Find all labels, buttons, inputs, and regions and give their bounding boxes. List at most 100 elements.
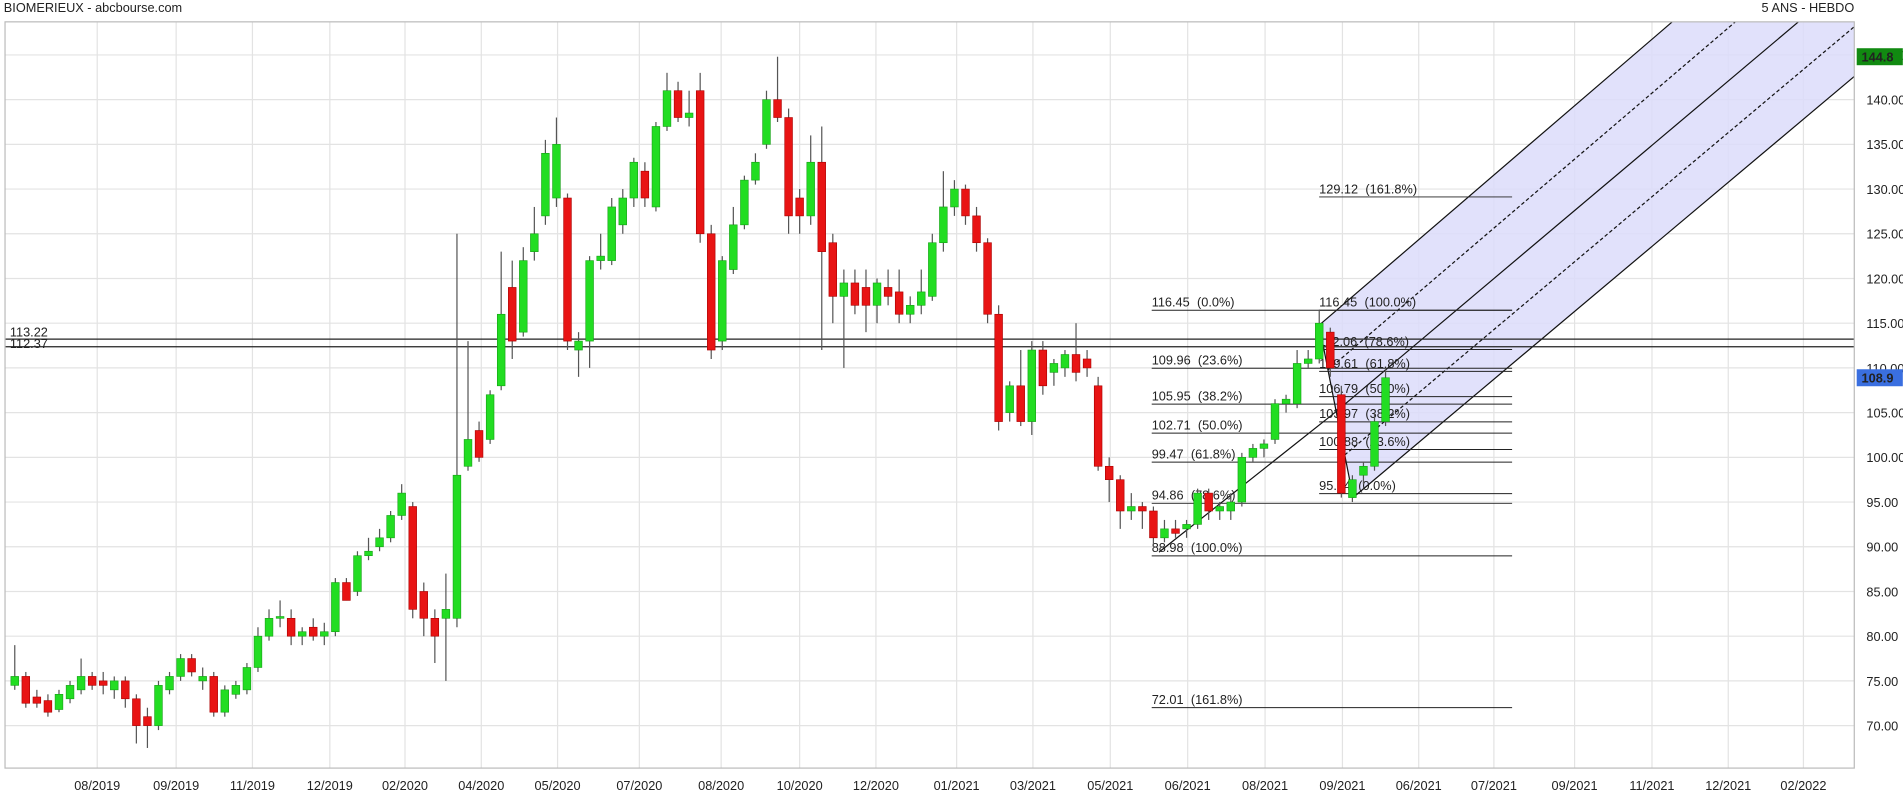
- x-tick-label: 08/2021: [1242, 778, 1288, 793]
- candle-body: [176, 658, 185, 677]
- fib-label: 94.86 (78.6%): [1152, 488, 1236, 503]
- candle-body: [198, 676, 207, 682]
- y-tick-label: 100.00: [1866, 450, 1903, 465]
- level-label: 112.37: [10, 336, 48, 351]
- candle-body: [673, 90, 683, 118]
- fib-label: 102.71 (50.0%): [1152, 417, 1243, 432]
- candle-body: [994, 313, 1003, 422]
- candle-body: [1237, 457, 1247, 503]
- candle-body: [1370, 421, 1379, 467]
- candle-body: [309, 626, 318, 637]
- candle-body: [408, 506, 417, 610]
- x-tick-label: 09/2019: [153, 778, 199, 793]
- candle-body: [563, 197, 572, 342]
- candle-body: [1182, 524, 1191, 530]
- candle-body: [894, 291, 904, 315]
- candle-body: [1038, 349, 1048, 387]
- last-marker-label: 108.9: [1862, 371, 1894, 386]
- candle-body: [132, 698, 141, 726]
- candle-body: [1259, 443, 1269, 449]
- candle-body: [1315, 322, 1324, 360]
- pitchfork: [1158, 21, 1855, 553]
- candle-body: [662, 90, 672, 127]
- candle-body: [220, 689, 229, 713]
- chart-subtitle: 5 ANS - HEBDO: [1762, 0, 1855, 15]
- candle-body: [773, 99, 782, 118]
- candle-body: [474, 430, 484, 458]
- candle-body: [1204, 492, 1213, 512]
- candle-body: [463, 439, 473, 467]
- candle-body: [87, 676, 97, 686]
- candle-body: [121, 680, 130, 700]
- candle-body: [861, 287, 871, 306]
- fib-value: 129.12: [1319, 181, 1358, 196]
- candle-body: [1292, 363, 1302, 404]
- candle-body: [253, 635, 263, 668]
- candle-body: [76, 676, 86, 691]
- candle-body: [286, 618, 296, 637]
- candle-body: [209, 676, 218, 713]
- fib-ratio: (161.8%): [1191, 692, 1243, 707]
- candle-body: [806, 161, 815, 217]
- candle-body: [242, 667, 252, 691]
- candle-body: [1281, 398, 1291, 404]
- candle-body: [364, 550, 373, 557]
- fib-label: 116.45 (100.0%): [1319, 295, 1416, 310]
- y-tick-label: 140.00: [1866, 92, 1903, 107]
- candle-body: [1116, 479, 1125, 512]
- y-tick-label: 85.00: [1866, 584, 1898, 599]
- candle-body: [618, 197, 627, 226]
- y-tick-label: 80.00: [1866, 629, 1898, 644]
- candle-body: [1381, 377, 1390, 422]
- candle-body: [1071, 354, 1081, 373]
- candle-body: [651, 126, 661, 208]
- fib-label: 105.95 (38.2%): [1152, 388, 1243, 403]
- candle-body: [21, 676, 31, 704]
- x-tick-label: 12/2019: [307, 778, 353, 793]
- candle-body: [1359, 465, 1368, 476]
- candle-body: [983, 242, 992, 315]
- y-tick-label: 95.00: [1866, 495, 1898, 510]
- x-tick-label: 09/2021: [1319, 778, 1365, 793]
- fib-label: 116.45 (0.0%): [1152, 295, 1235, 310]
- candle-body: [950, 188, 959, 208]
- candle-body: [707, 233, 716, 351]
- y-tick-label: 75.00: [1866, 674, 1898, 689]
- level-label: 113.22: [10, 325, 48, 340]
- axes: 70.00 75.00 80.00 85.00 90.00 95.00 100.00 105.…: [74, 48, 1903, 793]
- candle-body: [65, 685, 75, 700]
- candle-body: [1127, 506, 1136, 512]
- fib-ratio: (0.0%): [1197, 295, 1235, 310]
- candle-body: [264, 618, 274, 637]
- candle-body: [143, 716, 152, 726]
- candle-body: [541, 152, 550, 217]
- candle-body: [552, 144, 561, 199]
- x-tick-label: 12/2021: [1705, 778, 1751, 793]
- candle-body: [99, 680, 108, 686]
- fib-ratio: (50.0%): [1198, 417, 1243, 432]
- fib-label: 72.01 (161.8%): [1152, 692, 1243, 707]
- candle-body: [872, 282, 882, 306]
- x-tick-label: 07/2020: [616, 778, 662, 793]
- fib-value: 95.94: [1319, 478, 1351, 493]
- fib-ratio: (61.8%): [1365, 356, 1410, 371]
- candle-body: [10, 676, 19, 686]
- candle-body: [441, 609, 451, 619]
- candle-body: [718, 260, 727, 342]
- candle-body: [1326, 331, 1335, 369]
- fib-label: 95.94 (0.0%): [1319, 478, 1396, 493]
- candle-body: [828, 242, 838, 297]
- y-tick-label: 70.00: [1866, 718, 1898, 733]
- candle-body: [154, 685, 163, 726]
- candle-body: [740, 179, 749, 226]
- candle-body: [1016, 385, 1025, 422]
- fib-value: 112.06: [1319, 334, 1357, 349]
- fib-value: 88.98: [1152, 540, 1184, 555]
- candle-body: [640, 170, 650, 199]
- y-tick-label: 90.00: [1866, 540, 1898, 555]
- y-tick-label: 125.00: [1866, 227, 1903, 242]
- y-tick-label: 120.00: [1866, 271, 1903, 286]
- candle-body: [331, 582, 340, 633]
- candle-body: [110, 680, 119, 691]
